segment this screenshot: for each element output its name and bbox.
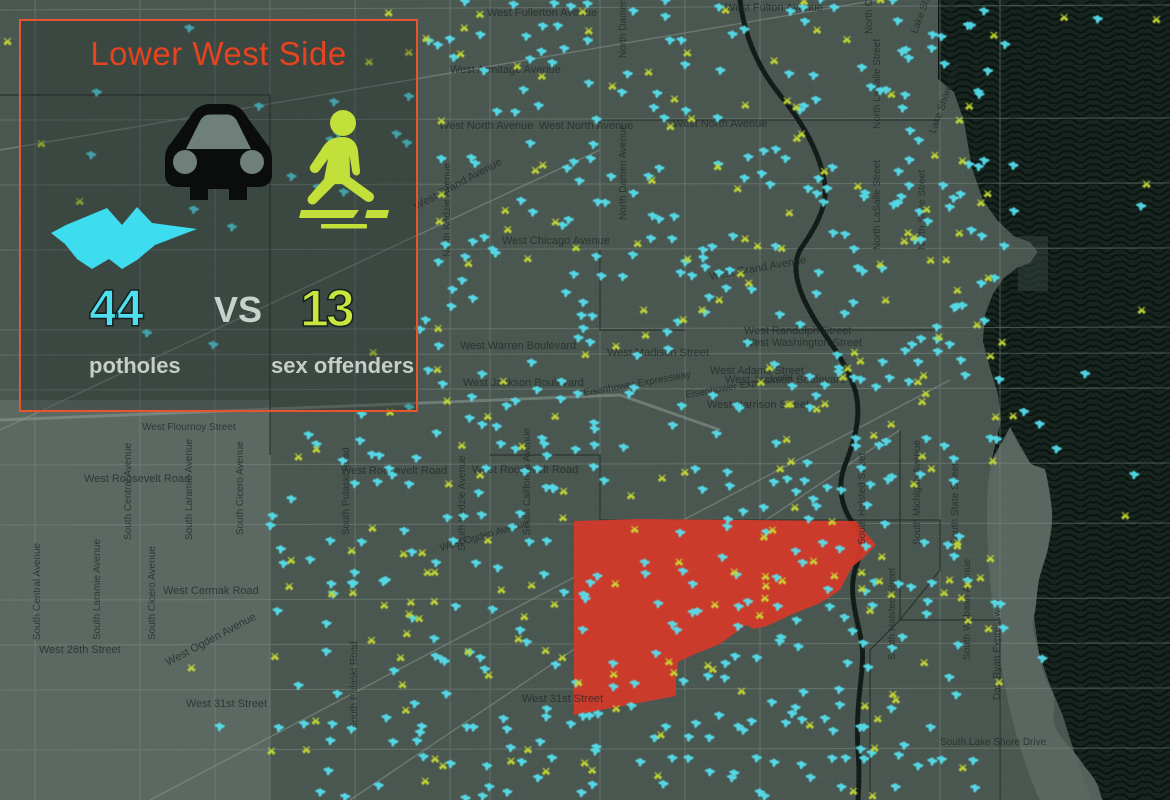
svg-text:West North Avenue: West North Avenue xyxy=(439,120,533,132)
svg-text:South Laramie Avenue: South Laramie Avenue xyxy=(184,439,195,540)
svg-text:West Randolph Street: West Randolph Street xyxy=(744,325,851,337)
svg-text:West Roosevelt Road: West Roosevelt Road xyxy=(84,473,190,485)
svg-text:South Laramie Avenue: South Laramie Avenue xyxy=(92,539,103,640)
svg-text:West Cermak Road: West Cermak Road xyxy=(163,585,259,597)
svg-text:West Jackson Boulevard: West Jackson Boulevard xyxy=(463,377,584,389)
svg-text:West 31st Street: West 31st Street xyxy=(186,698,267,710)
svg-text:West Warren Boulevard: West Warren Boulevard xyxy=(460,340,576,352)
svg-text:South Cicero Avenue: South Cicero Avenue xyxy=(235,441,246,535)
svg-text:South Wabash Avenue: South Wabash Avenue xyxy=(962,558,973,660)
svg-text:North LaSalle Street: North LaSalle Street xyxy=(872,39,883,129)
svg-text:North Damen Avenue: North Damen Avenue xyxy=(618,0,629,58)
svg-text:South California Avenue: South California Avenue xyxy=(522,427,533,535)
svg-text:West Fulton Avenue: West Fulton Avenue xyxy=(725,2,823,14)
svg-text:West 31st Street: West 31st Street xyxy=(522,693,603,705)
svg-text:North LaSalle Street: North LaSalle Street xyxy=(872,160,883,250)
svg-text:West Washington Street: West Washington Street xyxy=(744,337,862,349)
svg-text:West Chicago Avenue: West Chicago Avenue xyxy=(502,235,610,247)
svg-text:West North Avenue: West North Avenue xyxy=(673,118,767,130)
svg-text:West Flournoy Street: West Flournoy Street xyxy=(142,422,236,433)
svg-text:South Lake Shore Drive: South Lake Shore Drive xyxy=(940,737,1047,748)
svg-text:South Pulaski Road: South Pulaski Road xyxy=(349,641,360,729)
svg-text:South Central Avenue: South Central Avenue xyxy=(123,442,134,540)
svg-text:South Cicero Avenue: South Cicero Avenue xyxy=(147,546,158,640)
svg-text:West Madison Street: West Madison Street xyxy=(607,347,709,359)
svg-text:North Damen Avenue: North Damen Avenue xyxy=(618,124,629,220)
svg-text:South Central Avenue: South Central Avenue xyxy=(32,542,43,640)
svg-text:West 26th Street: West 26th Street xyxy=(39,644,121,656)
svg-text:South Kedzie Avenue: South Kedzie Avenue xyxy=(457,455,468,551)
svg-text:North Clark Street: North Clark Street xyxy=(864,0,875,34)
